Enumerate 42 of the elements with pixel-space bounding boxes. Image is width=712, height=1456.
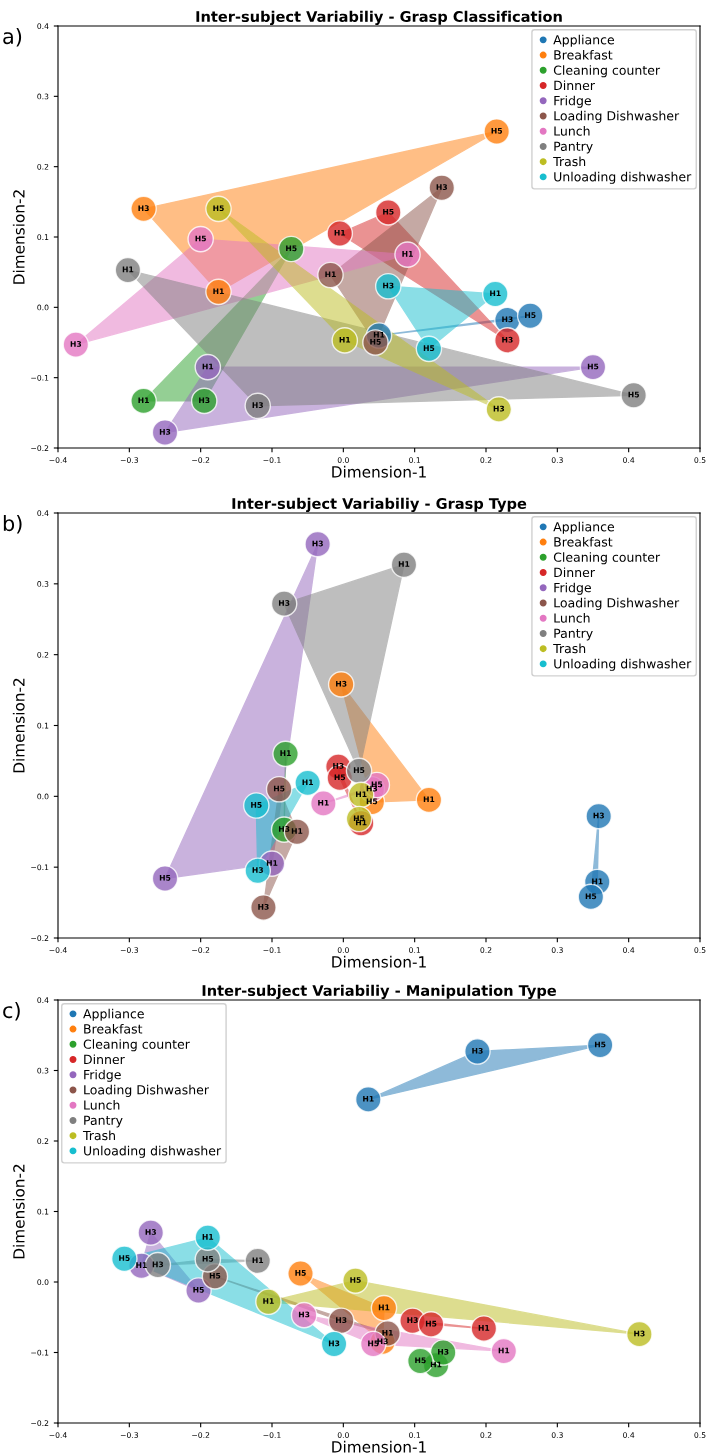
y-axis-title: Dimension-2 (12, 678, 25, 773)
legend-label: Loading Dishwasher (84, 1084, 209, 1097)
legend-label: Trash (82, 1130, 115, 1141)
legend-label: Cleaning counter (553, 552, 661, 565)
legend-label: Breakfast (84, 1023, 143, 1034)
legend-label: Breakfast (554, 536, 613, 547)
legend-label: Appliance (83, 1008, 144, 1021)
chart-title: Inter-subject Variabiliy - Grasp Classification (196, 10, 562, 25)
legend-label: Pantry (554, 141, 593, 154)
x-axis-title: Dimension-1 (332, 955, 426, 968)
chart-title: Inter-subject Variabiliy - Manipulation Type (202, 984, 556, 999)
y-axis-title: Dimension-2 (12, 190, 25, 284)
legend-label: Loading Dishwasher (554, 110, 680, 123)
legend-label: Pantry (554, 628, 593, 641)
legend-label: Fridge (554, 95, 591, 108)
legend-label: Fridge (554, 582, 591, 595)
legend-label: Appliance (553, 34, 615, 47)
legend-label: Trash (553, 156, 586, 167)
x-axis-title: Dimension-1 (332, 1440, 426, 1453)
legend-label: Dinner (554, 80, 595, 91)
legend-label: Unloading dishwasher (84, 1145, 222, 1158)
x-axis-title: Dimension-1 (332, 465, 426, 478)
legend-label: Pantry (84, 1115, 123, 1128)
legend-label: Unloading dishwasher (554, 658, 692, 671)
legend-label: Dinner (84, 1054, 125, 1065)
legend-label: Appliance (553, 521, 615, 534)
y-axis-title: Dimension-2 (12, 1164, 25, 1259)
legend-label: Dinner (554, 567, 595, 578)
legend-label: Unloading dishwasher (554, 171, 692, 184)
legend-label: Lunch (84, 1100, 120, 1110)
text: c) (3, 1002, 20, 1021)
legend-label: Lunch (554, 126, 590, 136)
legend-label: Breakfast (554, 49, 613, 60)
legend-label: Fridge (84, 1069, 121, 1082)
text: b) (3, 515, 22, 534)
legend-label: Lunch (554, 613, 590, 623)
legend-label: Cleaning counter (553, 65, 661, 78)
chart-title: Inter-subject Variabiliy - Grasp Type (232, 497, 527, 512)
legend-label: Cleaning counter (83, 1039, 190, 1052)
text: a) (3, 28, 22, 47)
legend-label: Loading Dishwasher (554, 597, 680, 610)
legend-label: Trash (553, 643, 586, 654)
